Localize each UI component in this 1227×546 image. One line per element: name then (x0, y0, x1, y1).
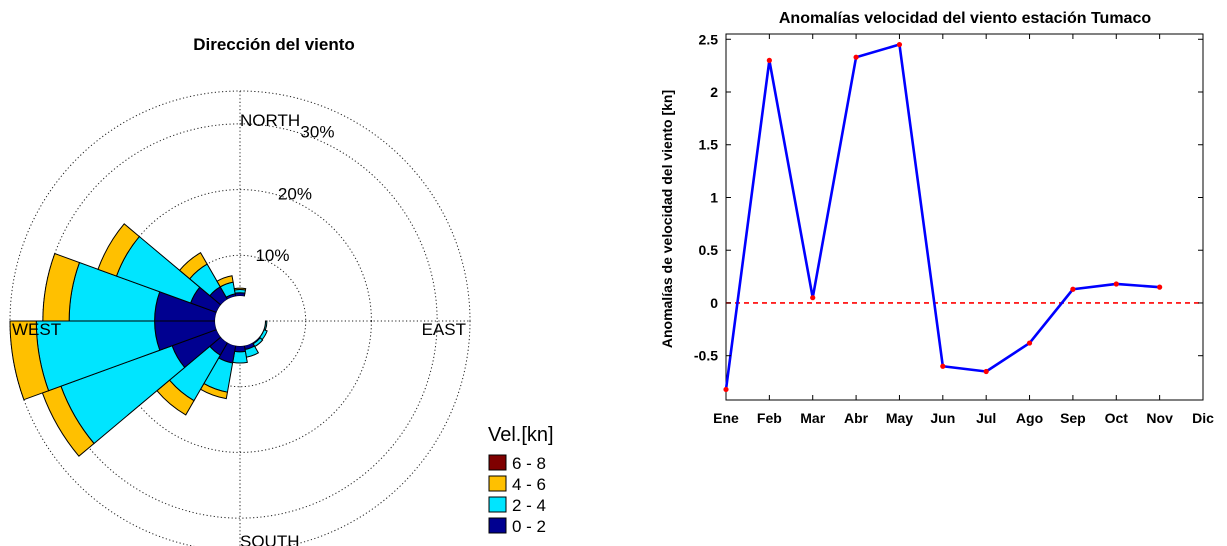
rose-sector-segment (178, 252, 208, 280)
anomaly-data-point (723, 386, 729, 393)
y-tick-label: 1.5 (699, 137, 719, 153)
x-tick-label: Dic (1192, 410, 1214, 426)
anomaly-data-point (810, 295, 816, 301)
y-tick-label: 0 (710, 295, 718, 311)
rose-grid-ring (42, 123, 438, 519)
anomaly-data-point (1026, 340, 1033, 346)
anomaly-data-point (1157, 284, 1163, 290)
x-tick-label: Nov (1146, 410, 1173, 426)
y-tick-label: 1 (710, 189, 718, 205)
wind-rose-chart: Dirección del viento 10% 20% 30% NORTH SOUT… (9, 35, 554, 546)
anomaly-data-point (1070, 286, 1076, 292)
rose-sector-segment (233, 287, 247, 291)
rose-sector-segment (232, 350, 248, 364)
compass-south: SOUTH (240, 532, 300, 546)
plot-frame (725, 33, 1204, 401)
compass-east: EAST (422, 320, 466, 339)
legend-label: 2 - 4 (512, 496, 546, 515)
anomaly-series-line (724, 43, 1160, 390)
anomaly-data-point (766, 57, 772, 63)
rose-calm-center (215, 296, 265, 346)
x-tick-label: Oct (1105, 410, 1129, 426)
rose-sector-segment (9, 320, 50, 401)
wind-rose-title: Dirección del viento (193, 35, 355, 54)
rose-sector-segment (97, 223, 141, 277)
y-tick-label: 2.5 (699, 31, 719, 47)
compass-west: WEST (12, 320, 61, 339)
x-tick-label: May (886, 410, 913, 426)
rose-sector-segment (234, 345, 246, 353)
x-tick-label: Mar (800, 410, 825, 426)
x-tick-label: Jul (976, 410, 996, 426)
rose-grid-ring (108, 189, 372, 453)
rose-ring-label: 30% (300, 123, 334, 142)
x-tick-label: Feb (757, 410, 782, 426)
y-tick-label: -0.5 (694, 348, 718, 364)
anomaly-data-point (1113, 281, 1119, 287)
x-tick-label: Sep (1060, 410, 1086, 426)
y-tick-label: 0.5 (699, 242, 719, 258)
y-tick-label: 2 (710, 84, 718, 100)
x-tick-label: Ago (1016, 410, 1043, 426)
y-axis-label: Anomalías de velocidad del viento [kn] (659, 90, 675, 348)
rose-sector-segment (42, 252, 81, 322)
compass-north: NORTH (240, 111, 300, 130)
legend-label: 6 - 8 (512, 454, 546, 473)
anomaly-data-point (853, 54, 859, 60)
rose-grid-ring (9, 90, 471, 546)
x-tick-label: Abr (844, 410, 869, 426)
x-tick-label: Jun (930, 410, 955, 426)
rose-ring-label: 10% (255, 246, 289, 265)
legend-swatch (488, 496, 507, 513)
legend-swatch (488, 454, 507, 471)
rose-ring-label: 20% (278, 184, 312, 203)
legend-title: Vel.[kn] (488, 424, 554, 446)
anomaly-data-point (940, 363, 946, 369)
anomaly-data-point (983, 368, 989, 375)
line-chart-title: Anomalías velocidad del viento estación … (779, 10, 1151, 27)
anomaly-data-point (896, 41, 903, 48)
legend-swatch (488, 475, 507, 492)
rose-sector-segment (216, 275, 234, 288)
legend-label: 4 - 6 (512, 475, 546, 494)
legend-label: 0 - 2 (512, 517, 546, 536)
legend-swatch (488, 517, 507, 534)
x-tick-label: Ene (713, 410, 739, 426)
